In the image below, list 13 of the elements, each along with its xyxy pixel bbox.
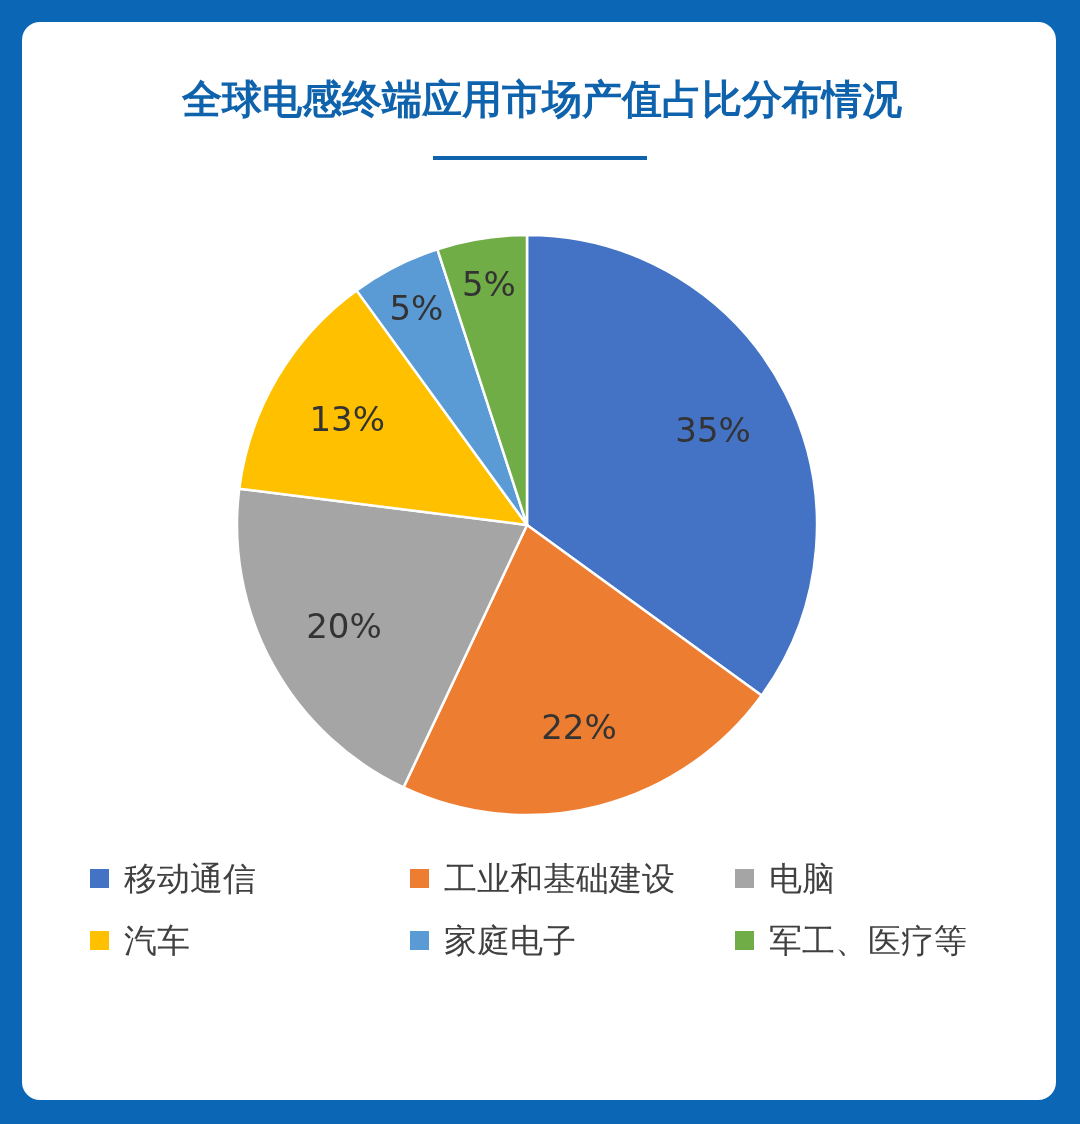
data-label: 22% xyxy=(541,707,617,748)
legend-label: 汽车 xyxy=(124,921,190,960)
legend-label: 家庭电子 xyxy=(444,921,576,960)
legend-label: 移动通信 xyxy=(124,859,256,898)
data-label: 20% xyxy=(306,605,382,646)
legend-label: 军工、医疗等 xyxy=(769,921,967,960)
data-label: 5% xyxy=(461,264,516,305)
data-label: 35% xyxy=(675,410,751,451)
legend-label: 电脑 xyxy=(769,859,835,898)
data-label: 13% xyxy=(309,398,386,439)
legend-label: 工业和基础建设 xyxy=(444,859,675,898)
data-label: 5% xyxy=(389,287,444,328)
chart-title: 全球电感终端应用市场产值占比分布情况 xyxy=(181,76,902,122)
